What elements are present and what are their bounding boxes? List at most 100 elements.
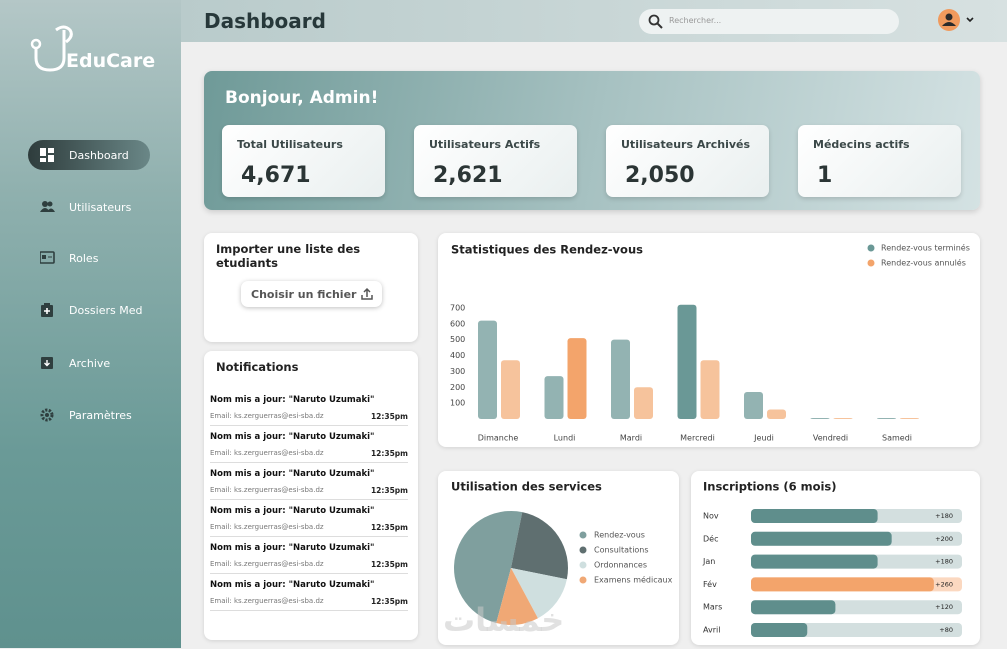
- icon-graphic: [41, 357, 53, 369]
- divider: [210, 425, 408, 426]
- bar: [501, 360, 520, 419]
- sidebar: EduCare Dashboard Utilisateurs Roles Dossie…: [0, 0, 181, 648]
- nav-item[interactable]: Utilisateurs: [28, 192, 150, 222]
- file-button-label: Choisir un fichier: [251, 287, 357, 301]
- divider: [210, 573, 408, 574]
- divider: [210, 462, 408, 463]
- stat-value: 2,621: [433, 163, 503, 188]
- legend-marker: [579, 531, 587, 539]
- value-label: +120: [935, 603, 953, 611]
- nav-icon: [40, 200, 55, 214]
- stat-card: Utilisateurs Actifs 2,621: [414, 125, 577, 197]
- notification-title: Nom mis a jour: "Naruto Uzumaki": [210, 395, 375, 405]
- bar: [810, 418, 830, 419]
- welcome-banner: Bonjour, Admin! Total Utilisateurs 4,671 U…: [204, 71, 980, 210]
- x-tick-label: Vendredi: [813, 434, 848, 443]
- bar: [677, 304, 697, 419]
- import-title: Importer une liste des etudiants: [216, 242, 361, 270]
- legend-label: Examens médicaux: [594, 575, 673, 585]
- icon-graphic: [40, 201, 55, 212]
- notifications-title: Notifications: [216, 360, 299, 374]
- notification-title: Nom mis a jour: "Naruto Uzumaki": [210, 543, 375, 553]
- bar: [767, 409, 786, 419]
- value-label: +260: [935, 580, 953, 588]
- y-tick-label: 600: [450, 319, 465, 328]
- x-tick-label: Dimanche: [478, 434, 519, 443]
- services-chart: Utilisation des services Rendez-vous Cons…: [451, 480, 673, 625]
- search-icon: [648, 14, 663, 29]
- value-label: +200: [935, 535, 953, 543]
- page-title: Dashboard: [204, 9, 326, 33]
- nav-item[interactable]: Archive: [28, 348, 150, 378]
- user-menu[interactable]: [936, 8, 978, 34]
- pie-slice: [511, 512, 568, 580]
- nav-label: Roles: [69, 251, 99, 265]
- nav-item[interactable]: Roles: [28, 243, 150, 273]
- stat-value: 1: [817, 163, 833, 188]
- greeting: Bonjour, Admin!: [225, 88, 379, 108]
- chart-title: Statistiques des Rendez-vous: [451, 243, 643, 257]
- notification-email: Email: ks.zerguerras@esi-sba.dz: [210, 412, 324, 420]
- category-label: Jan: [702, 557, 715, 566]
- notification-email: Email: ks.zerguerras@esi-sba.dz: [210, 597, 324, 605]
- watermark: خمسات: [443, 601, 565, 639]
- nav-icon: [40, 408, 54, 422]
- bar: [634, 387, 653, 419]
- divider: [210, 536, 408, 537]
- notification-time: 12:35pm: [370, 560, 408, 569]
- nav-item[interactable]: Dashboard: [28, 140, 150, 170]
- value-label: +80: [939, 626, 953, 634]
- x-tick-label: Mardi: [620, 434, 642, 443]
- notification-title: Nom mis a jour: "Naruto Uzumaki": [210, 580, 375, 590]
- legend-marker: [579, 546, 587, 554]
- nav-item[interactable]: Paramètres: [28, 400, 150, 430]
- search-box[interactable]: Rechercher...: [639, 9, 899, 34]
- stat-value: 4,671: [241, 163, 311, 188]
- legend-marker: [579, 561, 587, 569]
- appointments-card: Statistiques des Rendez-vous 100 200 300 40…: [438, 233, 980, 447]
- file-button[interactable]: Choisir un fichier: [241, 281, 382, 307]
- notification-time: 12:35pm: [370, 412, 408, 421]
- x-tick-label: Samedi: [882, 434, 912, 443]
- upload-icon: [361, 287, 373, 300]
- divider: [210, 610, 408, 611]
- notification-title: Nom mis a jour: "Naruto Uzumaki": [210, 432, 375, 442]
- nav-icon: [40, 356, 54, 370]
- stat-card: Médecins actifs 1: [798, 125, 961, 197]
- icon-graphic: [40, 408, 54, 422]
- services-card: Utilisation des services Rendez-vous Cons…: [438, 471, 679, 645]
- nav-icon: [40, 148, 54, 162]
- legend-marker: [579, 576, 587, 584]
- notification-time: 12:35pm: [370, 597, 408, 606]
- bar: [833, 418, 853, 419]
- stat-label: Utilisateurs Actifs: [429, 138, 541, 151]
- divider: [210, 499, 408, 500]
- y-tick-label: 500: [450, 335, 465, 344]
- bar: [900, 418, 919, 419]
- legend-label: Consultations: [594, 546, 649, 555]
- stat-card: Utilisateurs Archivés 2,050: [606, 125, 769, 197]
- pie-slice: [511, 568, 567, 619]
- notification-email: Email: ks.zerguerras@esi-sba.dz: [210, 523, 324, 531]
- notification-title: Nom mis a jour: "Naruto Uzumaki": [210, 506, 375, 516]
- category-label: Déc: [703, 533, 718, 543]
- bar: [751, 531, 892, 546]
- logo-icon: [30, 25, 73, 72]
- x-tick-label: Jeudi: [753, 434, 774, 443]
- legend-marker: [867, 244, 875, 252]
- icon-graphic: [41, 303, 53, 317]
- y-tick-label: 400: [450, 351, 465, 360]
- bar: [611, 339, 630, 419]
- stat-label: Médecins actifs: [813, 138, 910, 151]
- notification-time: 12:35pm: [370, 486, 408, 495]
- brand-name: EduCare: [66, 50, 156, 72]
- category-label: Mars: [703, 603, 722, 612]
- import-card: Importer une liste des etudiants Choisir…: [204, 233, 418, 342]
- notification-title: Nom mis a jour: "Naruto Uzumaki": [210, 469, 375, 479]
- icon-graphic: [39, 251, 55, 264]
- category-label: Avril: [703, 626, 720, 635]
- nav-item[interactable]: Dossiers Med: [28, 295, 150, 325]
- value-label: +180: [935, 512, 953, 520]
